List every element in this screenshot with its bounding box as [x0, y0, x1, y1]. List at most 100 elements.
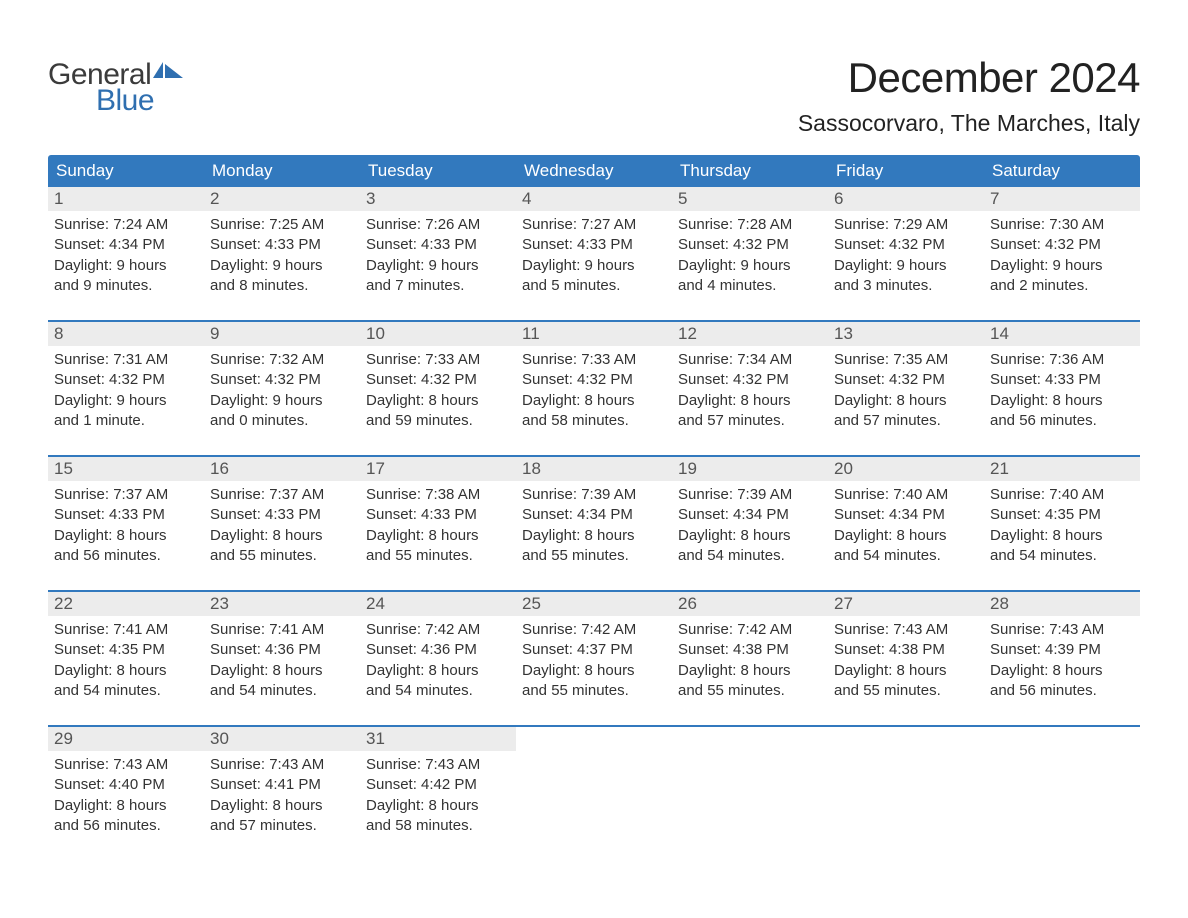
day-daylight2: and 56 minutes. — [54, 816, 198, 836]
day-cell: 14Sunrise: 7:36 AMSunset: 4:33 PMDayligh… — [984, 322, 1140, 437]
header: General Blue December 2024 Sassocorvaro,… — [48, 30, 1140, 137]
day-cell: 17Sunrise: 7:38 AMSunset: 4:33 PMDayligh… — [360, 457, 516, 572]
day-sunset: Sunset: 4:32 PM — [522, 370, 666, 390]
day-daylight2: and 56 minutes. — [990, 411, 1134, 431]
day-body: Sunrise: 7:35 AMSunset: 4:32 PMDaylight:… — [828, 346, 984, 437]
day-sunrise: Sunrise: 7:36 AM — [990, 350, 1134, 370]
day-number: 18 — [516, 457, 672, 481]
day-sunrise: Sunrise: 7:41 AM — [210, 620, 354, 640]
day-cell: 5Sunrise: 7:28 AMSunset: 4:32 PMDaylight… — [672, 187, 828, 302]
day-daylight2: and 58 minutes. — [366, 816, 510, 836]
day-number: 22 — [48, 592, 204, 616]
day-sunrise: Sunrise: 7:24 AM — [54, 215, 198, 235]
day-sunrise: Sunrise: 7:40 AM — [834, 485, 978, 505]
day-daylight1: Daylight: 8 hours — [834, 661, 978, 681]
day-number: 5 — [672, 187, 828, 211]
day-sunset: Sunset: 4:39 PM — [990, 640, 1134, 660]
day-daylight1: Daylight: 8 hours — [366, 661, 510, 681]
day-cell: 28Sunrise: 7:43 AMSunset: 4:39 PMDayligh… — [984, 592, 1140, 707]
day-daylight1: Daylight: 9 hours — [54, 391, 198, 411]
day-cell: 18Sunrise: 7:39 AMSunset: 4:34 PMDayligh… — [516, 457, 672, 572]
day-cell: 23Sunrise: 7:41 AMSunset: 4:36 PMDayligh… — [204, 592, 360, 707]
day-daylight1: Daylight: 9 hours — [210, 256, 354, 276]
day-sunset: Sunset: 4:34 PM — [678, 505, 822, 525]
day-daylight1: Daylight: 9 hours — [522, 256, 666, 276]
day-number: 10 — [360, 322, 516, 346]
day-sunrise: Sunrise: 7:33 AM — [366, 350, 510, 370]
day-cell: 15Sunrise: 7:37 AMSunset: 4:33 PMDayligh… — [48, 457, 204, 572]
day-sunset: Sunset: 4:33 PM — [990, 370, 1134, 390]
day-sunset: Sunset: 4:32 PM — [210, 370, 354, 390]
logo-text-blue: Blue — [96, 84, 183, 118]
day-sunrise: Sunrise: 7:39 AM — [678, 485, 822, 505]
day-daylight1: Daylight: 8 hours — [522, 661, 666, 681]
day-body: Sunrise: 7:26 AMSunset: 4:33 PMDaylight:… — [360, 211, 516, 302]
day-body: Sunrise: 7:37 AMSunset: 4:33 PMDaylight:… — [204, 481, 360, 572]
day-cell: 31Sunrise: 7:43 AMSunset: 4:42 PMDayligh… — [360, 727, 516, 842]
calendar: Sunday Monday Tuesday Wednesday Thursday… — [48, 155, 1140, 842]
day-body: Sunrise: 7:38 AMSunset: 4:33 PMDaylight:… — [360, 481, 516, 572]
day-daylight1: Daylight: 8 hours — [210, 526, 354, 546]
day-daylight2: and 0 minutes. — [210, 411, 354, 431]
day-cell: 8Sunrise: 7:31 AMSunset: 4:32 PMDaylight… — [48, 322, 204, 437]
day-body: Sunrise: 7:31 AMSunset: 4:32 PMDaylight:… — [48, 346, 204, 437]
day-daylight2: and 55 minutes. — [522, 681, 666, 701]
day-daylight2: and 2 minutes. — [990, 276, 1134, 296]
day-sunrise: Sunrise: 7:28 AM — [678, 215, 822, 235]
day-sunrise: Sunrise: 7:31 AM — [54, 350, 198, 370]
day-sunset: Sunset: 4:42 PM — [366, 775, 510, 795]
day-daylight2: and 55 minutes. — [522, 546, 666, 566]
day-body: Sunrise: 7:27 AMSunset: 4:33 PMDaylight:… — [516, 211, 672, 302]
day-daylight1: Daylight: 8 hours — [54, 526, 198, 546]
day-daylight2: and 57 minutes. — [678, 411, 822, 431]
day-body: Sunrise: 7:37 AMSunset: 4:33 PMDaylight:… — [48, 481, 204, 572]
day-number: 26 — [672, 592, 828, 616]
day-body: Sunrise: 7:42 AMSunset: 4:38 PMDaylight:… — [672, 616, 828, 707]
day-sunrise: Sunrise: 7:43 AM — [990, 620, 1134, 640]
day-daylight2: and 55 minutes. — [834, 681, 978, 701]
day-cell: 21Sunrise: 7:40 AMSunset: 4:35 PMDayligh… — [984, 457, 1140, 572]
day-daylight2: and 55 minutes. — [366, 546, 510, 566]
day-sunset: Sunset: 4:32 PM — [54, 370, 198, 390]
day-cell: 26Sunrise: 7:42 AMSunset: 4:38 PMDayligh… — [672, 592, 828, 707]
day-sunset: Sunset: 4:34 PM — [54, 235, 198, 255]
day-daylight1: Daylight: 8 hours — [54, 796, 198, 816]
day-sunset: Sunset: 4:36 PM — [366, 640, 510, 660]
day-body: Sunrise: 7:43 AMSunset: 4:39 PMDaylight:… — [984, 616, 1140, 707]
day-number: 14 — [984, 322, 1140, 346]
day-sunrise: Sunrise: 7:30 AM — [990, 215, 1134, 235]
day-body: Sunrise: 7:43 AMSunset: 4:42 PMDaylight:… — [360, 751, 516, 842]
day-daylight2: and 56 minutes. — [54, 546, 198, 566]
day-daylight2: and 59 minutes. — [366, 411, 510, 431]
day-daylight1: Daylight: 8 hours — [522, 391, 666, 411]
day-sunset: Sunset: 4:38 PM — [678, 640, 822, 660]
day-body: Sunrise: 7:40 AMSunset: 4:34 PMDaylight:… — [828, 481, 984, 572]
day-daylight2: and 54 minutes. — [210, 681, 354, 701]
day-daylight2: and 54 minutes. — [990, 546, 1134, 566]
day-sunrise: Sunrise: 7:32 AM — [210, 350, 354, 370]
week-row: 22Sunrise: 7:41 AMSunset: 4:35 PMDayligh… — [48, 590, 1140, 707]
day-number: 3 — [360, 187, 516, 211]
day-daylight2: and 3 minutes. — [834, 276, 978, 296]
day-sunrise: Sunrise: 7:43 AM — [54, 755, 198, 775]
day-daylight1: Daylight: 8 hours — [210, 796, 354, 816]
day-daylight2: and 7 minutes. — [366, 276, 510, 296]
day-daylight2: and 56 minutes. — [990, 681, 1134, 701]
day-number: 12 — [672, 322, 828, 346]
day-header: Monday — [204, 155, 360, 187]
day-cell: 1Sunrise: 7:24 AMSunset: 4:34 PMDaylight… — [48, 187, 204, 302]
day-body: Sunrise: 7:33 AMSunset: 4:32 PMDaylight:… — [516, 346, 672, 437]
day-body: Sunrise: 7:40 AMSunset: 4:35 PMDaylight:… — [984, 481, 1140, 572]
day-daylight1: Daylight: 9 hours — [54, 256, 198, 276]
day-cell — [516, 727, 672, 842]
day-cell: 10Sunrise: 7:33 AMSunset: 4:32 PMDayligh… — [360, 322, 516, 437]
day-number: 27 — [828, 592, 984, 616]
day-number: 8 — [48, 322, 204, 346]
day-number: 19 — [672, 457, 828, 481]
day-cell: 13Sunrise: 7:35 AMSunset: 4:32 PMDayligh… — [828, 322, 984, 437]
day-sunrise: Sunrise: 7:42 AM — [366, 620, 510, 640]
day-sunrise: Sunrise: 7:26 AM — [366, 215, 510, 235]
day-number: 23 — [204, 592, 360, 616]
day-header: Tuesday — [360, 155, 516, 187]
day-daylight1: Daylight: 8 hours — [54, 661, 198, 681]
